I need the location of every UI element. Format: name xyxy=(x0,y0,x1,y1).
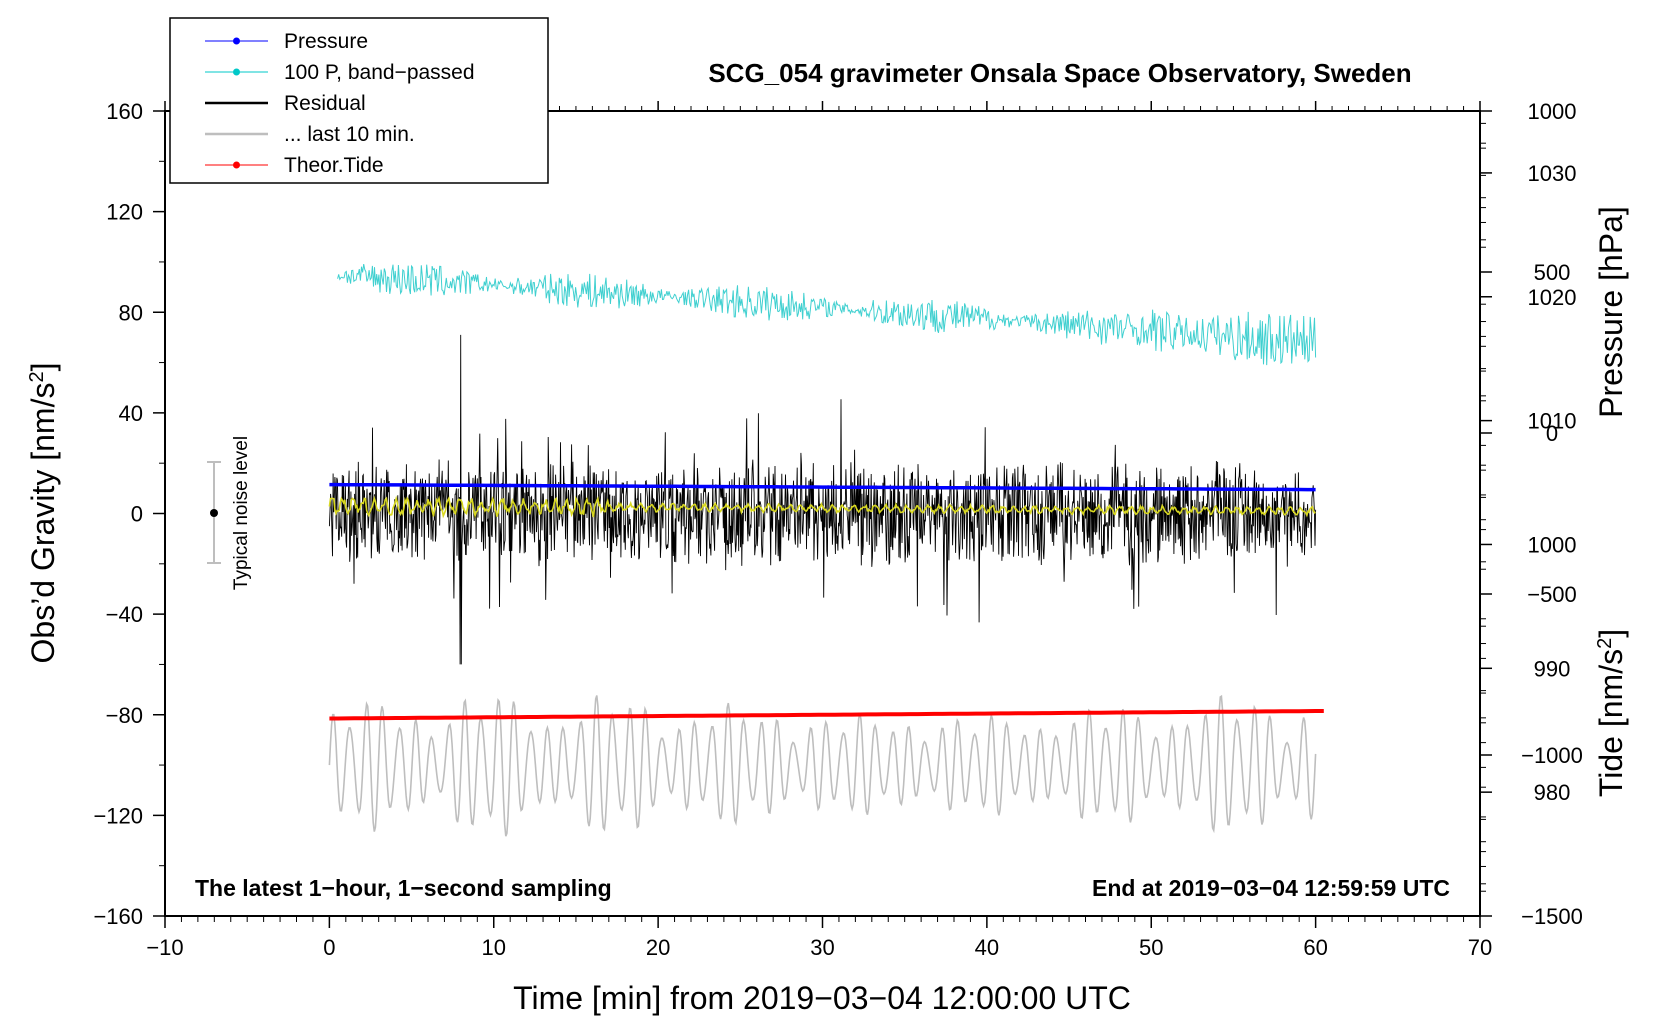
y-left-tick-label: 40 xyxy=(119,401,143,426)
tide-tick-label: 0 xyxy=(1546,421,1558,446)
legend-label: Pressure xyxy=(284,30,368,53)
legend-label: Theor.Tide xyxy=(284,154,384,177)
theor-tide-line xyxy=(329,709,1324,721)
legend-label: ... last 10 min. xyxy=(284,123,415,146)
pressure-tick-label: 980 xyxy=(1534,780,1571,805)
y-axis-label-left-close: ] xyxy=(25,363,61,372)
last-10-min-line xyxy=(328,694,1317,837)
tide-tick-label: 500 xyxy=(1534,260,1571,285)
y-left-tick-label: −40 xyxy=(106,602,143,627)
tide-tick-label: 1000 xyxy=(1528,99,1577,124)
x-tick-label: 40 xyxy=(975,935,999,960)
y-left-tick-label: 120 xyxy=(106,200,143,225)
x-tick-label: 0 xyxy=(323,935,335,960)
y-left-tick-label: −120 xyxy=(93,803,143,828)
chart-title: SCG_054 gravimeter Onsala Space Observat… xyxy=(708,58,1411,88)
legend-box xyxy=(169,17,549,184)
y-axis-label-left-text: Obs’d Gravity [nm/s xyxy=(25,383,61,664)
legend-marker xyxy=(233,161,240,169)
y-axis-label-left-superscript: 2 xyxy=(26,371,48,382)
data-traces xyxy=(328,264,1324,837)
x-tick-label: 30 xyxy=(810,935,834,960)
noise-indicator: Typical noise level xyxy=(207,436,252,590)
pressure-tick-label: 1030 xyxy=(1528,161,1577,186)
y-axis-label-tide-superscript: 2 xyxy=(1594,638,1616,649)
noise-center-dot xyxy=(210,509,218,517)
pressure-tick-label: 990 xyxy=(1534,656,1571,681)
y-left-tick-label: −80 xyxy=(106,703,143,728)
footer-right: End at 2019−03−04 12:59:59 UTC xyxy=(1092,875,1450,901)
y-left-tick-label: 0 xyxy=(131,502,143,527)
legend-marker xyxy=(233,37,240,45)
pressure-tick-label: 1000 xyxy=(1528,532,1577,557)
legend-item: Pressure xyxy=(205,30,368,53)
axes: −10 0 10 20 30 40 50 60 7016012080400−40−80−120−… xyxy=(93,99,1582,960)
pressure-tick-label: 1020 xyxy=(1528,285,1577,310)
y-left-tick-label: 160 xyxy=(106,99,143,124)
y-left-tick-label: −160 xyxy=(93,904,143,929)
legend-item: Residual xyxy=(205,92,366,115)
footer-left: The latest 1−hour, 1−second sampling xyxy=(195,875,612,901)
pressure-line xyxy=(329,482,1316,492)
residual-line xyxy=(328,334,1317,665)
legend-marker xyxy=(233,68,240,76)
smoothed-residual-line xyxy=(328,495,1316,519)
y-axis-label-pressure: Pressure [hPa] xyxy=(1593,206,1629,418)
pressure-tick-label: 1010 xyxy=(1528,409,1577,434)
x-axis-label: Time [min] from 2019−03−04 12:00:00 UTC xyxy=(513,980,1131,1016)
y-left-tick-label: 80 xyxy=(119,300,143,325)
legend: Pressure 100 P, band−passed Residual ... la… xyxy=(169,17,549,184)
noise-label: Typical noise level xyxy=(231,436,252,590)
x-tick-label: 20 xyxy=(646,935,670,960)
legend-item: ... last 10 min. xyxy=(205,123,415,146)
x-tick-label: 50 xyxy=(1139,935,1163,960)
tide-tick-label: −1500 xyxy=(1521,904,1583,929)
x-tick-label: 60 xyxy=(1303,935,1327,960)
x-tick-label: 70 xyxy=(1468,935,1492,960)
y-axis-label-tide-text: Tide [nm/s xyxy=(1593,649,1629,797)
tide-tick-label: −500 xyxy=(1527,582,1577,607)
y-axis-label-tide-close: ] xyxy=(1593,629,1629,638)
tide-tick-label: −1000 xyxy=(1521,743,1583,768)
band-passed-pressure-line xyxy=(337,264,1317,366)
y-axis-label-tide: Tide [nm/s2] xyxy=(1593,629,1629,797)
y-axis-label-left: Obs’d Gravity [nm/s2] xyxy=(25,363,61,664)
x-tick-label: −10 xyxy=(146,935,183,960)
legend-item: Theor.Tide xyxy=(205,154,384,177)
legend-item: 100 P, band−passed xyxy=(205,61,475,84)
x-tick-label: 10 xyxy=(482,935,506,960)
legend-label: Residual xyxy=(284,92,366,115)
legend-label: 100 P, band−passed xyxy=(284,61,475,84)
